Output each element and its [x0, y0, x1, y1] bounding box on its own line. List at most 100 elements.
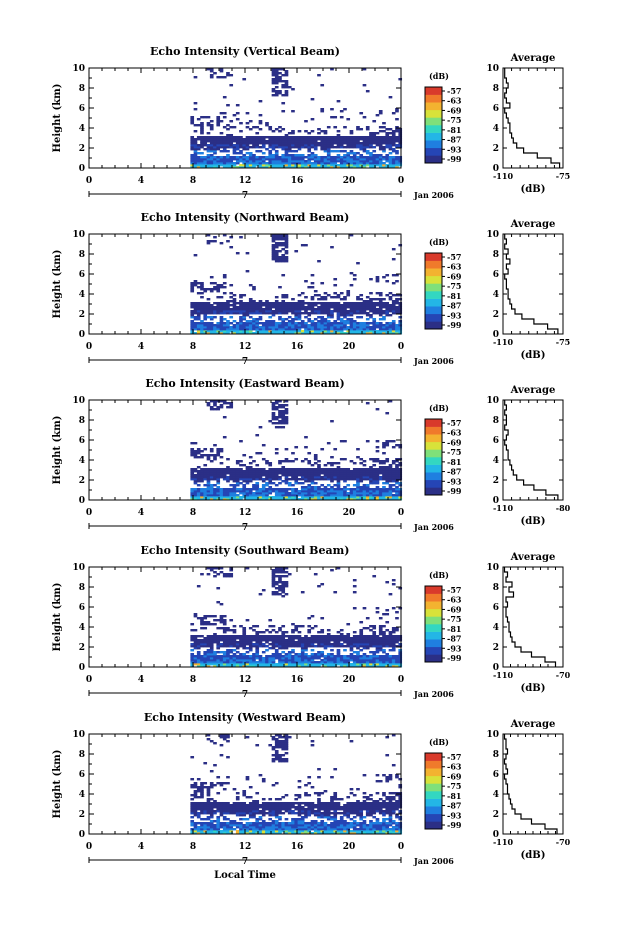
heatmap-cell — [362, 306, 367, 309]
heatmap-cell — [216, 142, 221, 145]
heatmap-cell — [258, 474, 263, 477]
heatmap-cell — [395, 466, 399, 469]
heatmap-cell — [196, 663, 201, 666]
heatmap-cell — [304, 649, 308, 652]
heatmap-cell — [336, 318, 341, 321]
heatmap-cell — [343, 140, 347, 143]
heatmap-cell — [349, 146, 354, 149]
heatmap-cell — [284, 480, 289, 483]
heatmap-cell — [391, 294, 396, 297]
heatmap-cell — [232, 162, 237, 165]
heatmap-cell — [226, 324, 230, 327]
heatmap-cell — [349, 490, 354, 493]
heatmap-cell — [245, 482, 250, 485]
heatmap-cell — [200, 288, 204, 291]
heatmap-cell — [372, 330, 377, 333]
heatmap-cell — [193, 456, 198, 459]
heatmap-cell — [346, 663, 351, 666]
heatmap-cell — [398, 444, 403, 447]
heatmap-cell — [320, 637, 325, 640]
heatmap-cell — [385, 458, 390, 461]
heatmap-cell — [216, 136, 221, 139]
heatmap-cell — [398, 310, 403, 313]
heatmap-cell — [372, 134, 377, 137]
heatmap-cell — [339, 332, 344, 335]
heatmap-cell — [365, 324, 370, 327]
heatmap-cell — [326, 488, 331, 491]
heatmap-cell — [320, 476, 325, 479]
heatmap-cell — [209, 476, 214, 479]
heatmap-cell — [300, 158, 305, 161]
heatmap-cell — [339, 476, 344, 479]
heatmap-cell — [248, 635, 253, 638]
heatmap-cell — [190, 663, 195, 666]
heatmap-cell — [317, 158, 321, 161]
heatmap-cell — [330, 156, 334, 159]
heatmap-cell — [219, 330, 224, 333]
heatmap-cell — [245, 619, 250, 622]
heatmap-cell — [313, 462, 318, 465]
x-tick-label: 0 — [398, 508, 404, 518]
heatmap-cell — [271, 140, 276, 143]
heatmap-cell — [326, 294, 331, 297]
heatmap-cell — [222, 400, 227, 403]
heatmap-cell — [213, 148, 217, 151]
heatmap-cell — [297, 158, 302, 161]
heatmap-cell — [391, 488, 396, 491]
heatmap-cell — [258, 659, 263, 662]
heatmap-cell — [333, 665, 338, 668]
heatmap-cell — [268, 310, 273, 313]
heatmap-cell — [294, 312, 299, 315]
heatmap-cell — [213, 286, 217, 289]
heatmap-cell — [232, 306, 237, 309]
heatmap-cell — [281, 234, 286, 237]
heatmap-cell — [206, 156, 211, 159]
heatmap-cell — [385, 146, 390, 149]
heatmap-cell — [382, 633, 386, 636]
heatmap-cell — [219, 70, 224, 73]
heatmap-cell — [193, 124, 198, 127]
heatmap-cell — [281, 494, 286, 497]
heatmap-cell — [274, 80, 279, 83]
heatmap-cell — [382, 150, 386, 153]
heatmap-cell — [352, 492, 357, 495]
heatmap-cell — [278, 581, 282, 584]
heatmap-cell — [281, 158, 286, 161]
colorbar-tick-label: -87 — [447, 467, 461, 477]
heatmap-cell — [372, 136, 377, 139]
heatmap-cell — [356, 496, 360, 499]
heatmap-cell — [239, 476, 243, 479]
heatmap-cell — [287, 639, 292, 642]
heatmap-cell — [255, 484, 260, 487]
heatmap-cell — [307, 132, 312, 135]
heatmap-cell — [297, 324, 302, 327]
heatmap-cell — [278, 422, 282, 425]
heatmap-cell — [352, 328, 357, 331]
heatmap-cell — [304, 653, 308, 656]
heatmap-cell — [242, 464, 247, 467]
heatmap-cell — [271, 238, 276, 241]
heatmap-cell — [242, 655, 247, 658]
heatmap-cell — [323, 659, 328, 662]
heatmap-cell — [239, 498, 243, 501]
heatmap-cell — [281, 332, 286, 335]
heatmap-cell — [219, 450, 224, 453]
heatmap-cell — [304, 164, 308, 167]
heatmap-cell — [206, 326, 211, 329]
heatmap-cell — [239, 460, 243, 463]
heatmap-cell — [261, 328, 266, 331]
heatmap-cell — [245, 310, 250, 313]
heatmap-cell — [395, 490, 399, 493]
heatmap-cell — [391, 468, 396, 471]
heatmap-cell — [388, 468, 393, 471]
heatmap-cell — [274, 643, 279, 646]
heatmap-cell — [284, 260, 289, 263]
heatmap-cell — [307, 162, 312, 165]
heatmap-cell — [252, 318, 256, 321]
heatmap-cell — [378, 154, 383, 157]
heatmap-cell — [265, 308, 269, 311]
heatmap-cell — [203, 498, 208, 501]
heatmap-cell — [310, 296, 315, 299]
heatmap-cell — [226, 480, 230, 483]
heatmap-cell — [219, 645, 224, 648]
